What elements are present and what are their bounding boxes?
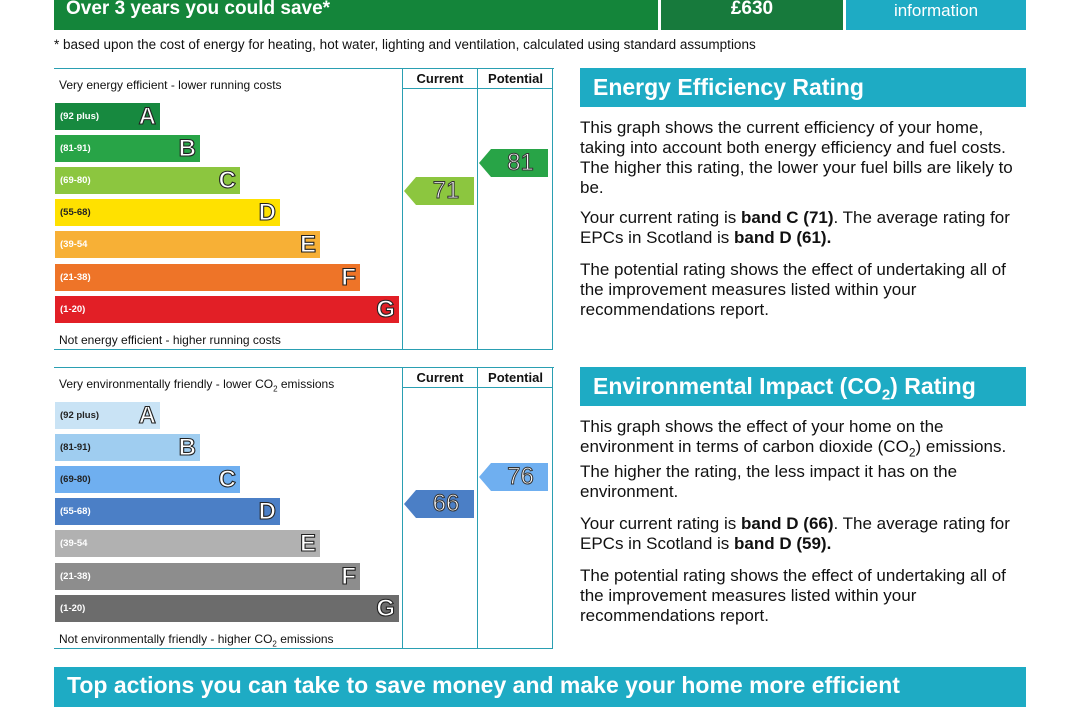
current-col-line (402, 68, 403, 350)
band-g: (1-20) G (55, 295, 399, 324)
current-rating-arrow: 66 (404, 490, 474, 518)
band-e: (39-54 E (55, 529, 320, 558)
band-range: (1-20) (60, 304, 86, 315)
band-f: (21-38) F (55, 562, 360, 591)
co2-panel-paragraph: This graph shows the effect of your home… (580, 417, 1007, 502)
band-b: (81-91) B (55, 433, 200, 462)
information-label: information (893, 1, 979, 20)
energy-panel-potential-paragraph: The potential rating shows the effect of… (580, 260, 1006, 319)
chart-top-label: Very energy efficient - lower running co… (59, 78, 282, 92)
band-d: (55-68) D (55, 198, 280, 227)
band-a: (92 plus) A (55, 102, 160, 131)
band-letter: D (258, 497, 276, 525)
header-divider (402, 88, 553, 89)
energy-panel-body: This graph shows the current efficiency … (580, 118, 1026, 320)
energy-panel-paragraph: This graph shows the current efficiency … (580, 118, 1013, 197)
band-range: (39-54 (60, 538, 88, 549)
potential-col-line (477, 68, 478, 350)
band-range: (55-68) (60, 207, 91, 218)
band-range: (92 plus) (60, 111, 100, 122)
potential-column-header: Potential (488, 370, 543, 385)
energy-panel-title: Energy Efficiency Rating (580, 68, 1026, 107)
savings-label: Over 3 years you could save* (66, 0, 331, 19)
co2-panel-title: Environmental Impact (CO2) Rating (580, 367, 1026, 406)
band-range: (81-91) (60, 442, 91, 453)
band-letter: C (218, 166, 236, 194)
band-range: (92 plus) (60, 410, 100, 421)
current-col-line (402, 367, 403, 649)
band-letter: D (258, 198, 276, 226)
band-b: (81-91) B (55, 134, 200, 163)
band-range: (39-54 (60, 239, 88, 250)
chart-frame (54, 367, 553, 649)
footnote: * based upon the cost of energy for heat… (54, 37, 756, 52)
potential-column-header: Potential (488, 71, 543, 86)
band-letter: A (138, 102, 156, 130)
band-c: (69-80) C (55, 465, 240, 494)
energy-panel-rating-paragraph: Your current rating is band C (71). The … (580, 208, 1010, 247)
chart-top-line (54, 367, 554, 368)
band-g: (1-20) G (55, 594, 399, 623)
header-divider (402, 387, 553, 388)
band-range: (69-80) (60, 175, 91, 186)
band-letter: F (341, 263, 357, 291)
current-rating-value: 71 (432, 177, 460, 205)
top-actions-banner: Top actions you can take to save money a… (54, 667, 1026, 707)
current-rating-arrow: 71 (404, 177, 474, 205)
energy-efficiency-chart: Current Potential Very energy efficient … (54, 68, 554, 350)
band-letter: E (299, 529, 316, 557)
band-f: (21-38) F (55, 263, 360, 292)
band-letter: E (299, 230, 316, 258)
current-column-header: Current (416, 71, 464, 86)
potential-rating-arrow: 76 (479, 463, 548, 491)
band-d: (55-68) D (55, 497, 280, 526)
potential-rating-value: 76 (507, 463, 535, 491)
chart-top-line (54, 68, 554, 69)
savings-value-box: £630 (661, 0, 843, 30)
band-e: (39-54 E (55, 230, 320, 259)
potential-col-line (477, 367, 478, 649)
information-link[interactable]: information (846, 0, 1026, 30)
band-range: (1-20) (60, 603, 86, 614)
savings-value: £630 (730, 0, 774, 19)
potential-rating-value: 81 (507, 149, 535, 177)
potential-rating-arrow: 81 (479, 149, 548, 177)
band-letter: F (341, 562, 357, 590)
band-range: (21-38) (60, 272, 91, 283)
chart-frame (54, 68, 553, 350)
band-letter: G (376, 594, 396, 622)
band-a: (92 plus) A (55, 401, 160, 430)
savings-banner: Over 3 years you could save* (54, 0, 658, 30)
co2-panel-body: This graph shows the effect of your home… (580, 417, 1026, 626)
band-letter: A (138, 401, 156, 429)
co2-panel-potential-paragraph: The potential rating shows the effect of… (580, 566, 1006, 626)
band-letter: C (218, 465, 236, 493)
band-range: (69-80) (60, 474, 91, 485)
chart-bottom-label: Not energy efficient - higher running co… (59, 333, 281, 347)
band-range: (21-38) (60, 571, 91, 582)
band-letter: B (178, 433, 196, 461)
band-letter: B (178, 134, 196, 162)
chart-top-label: Very environmentally friendly - lower CO… (59, 377, 335, 394)
current-rating-value: 66 (432, 490, 460, 518)
band-letter: G (376, 295, 396, 323)
environmental-impact-chart: Current Potential Very environmentally f… (54, 367, 554, 649)
band-range: (81-91) (60, 143, 91, 154)
chart-bottom-label: Not environmentally friendly - higher CO… (59, 632, 334, 649)
band-c: (69-80) C (55, 166, 240, 195)
band-range: (55-68) (60, 506, 91, 517)
co2-panel-rating-paragraph: Your current rating is band D (66). The … (580, 514, 1010, 554)
current-column-header: Current (416, 370, 464, 385)
